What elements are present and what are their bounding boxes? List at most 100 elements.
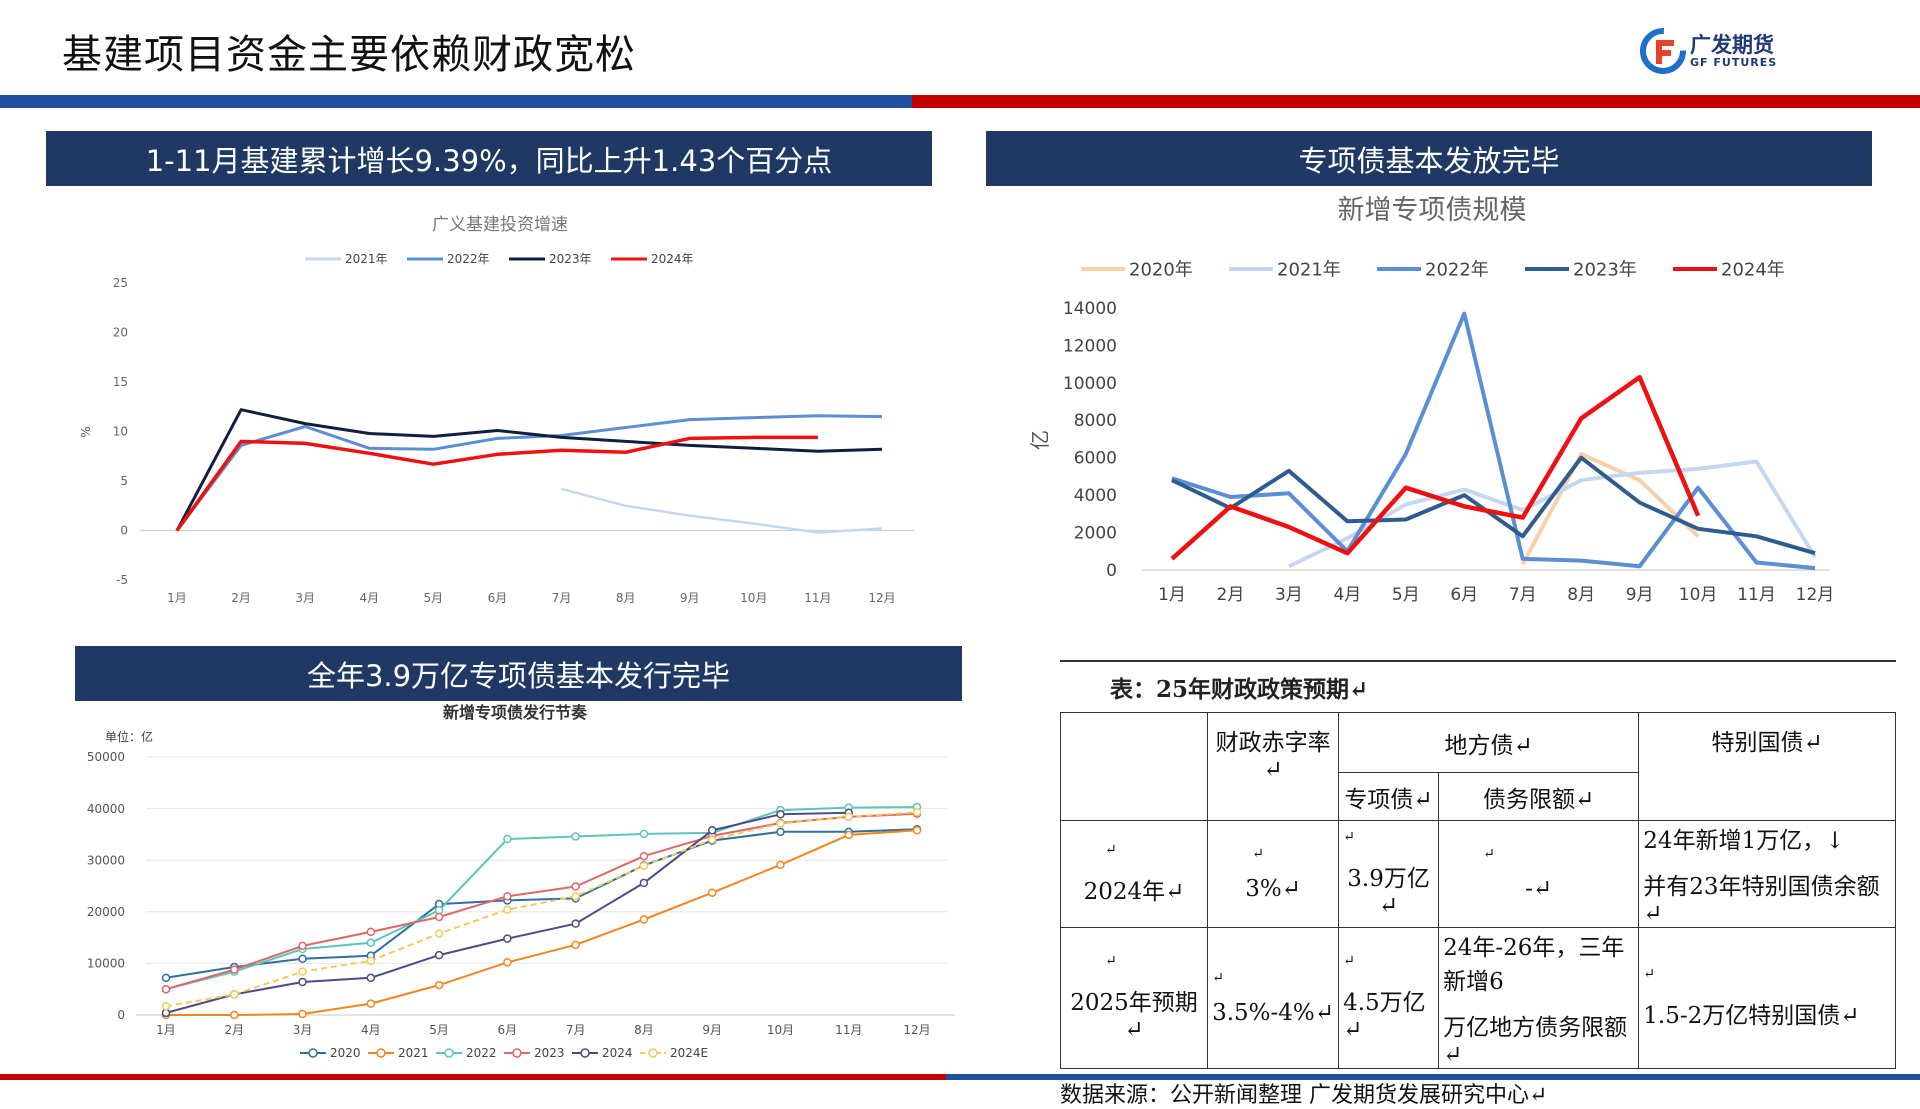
x-tick-label: 11月 bbox=[835, 1023, 862, 1037]
cell-limit-2025-line1: 24年-26年，三年新增6 bbox=[1443, 935, 1625, 995]
series-line bbox=[175, 414, 883, 532]
legend-label: 2024年 bbox=[1721, 259, 1785, 280]
table-row-2024: ↵ 2024年↵ ↵ 3%↵ ↵ 3.9万亿↵ ↵ -↵ 24年新增1万亿，↓ 并有23年… bbox=[1059, 820, 1896, 928]
cell-year-2024: 2024年↵ bbox=[1083, 879, 1185, 905]
x-tick-label: 6月 bbox=[498, 1023, 518, 1037]
data-point bbox=[503, 958, 512, 967]
data-point bbox=[571, 832, 580, 841]
table-row-2025: ↵ 2025年预期↵ ↵ 3.5%-4%↵ ↵ 4.5万亿↵ 24年-26年，三年新增… bbox=[1059, 927, 1896, 1069]
x-tick-label: 9月 bbox=[1626, 585, 1654, 605]
data-point bbox=[298, 941, 307, 951]
data-point bbox=[571, 892, 580, 901]
cell-limit-2024: -↵ bbox=[1525, 876, 1553, 902]
x-tick-label: 2月 bbox=[224, 1023, 244, 1037]
series-line bbox=[561, 487, 883, 534]
data-point bbox=[434, 929, 444, 938]
chart-title: 新增专项债规模 bbox=[1338, 195, 1527, 226]
series-line bbox=[1170, 374, 1701, 561]
legend-label: 2021年 bbox=[1277, 259, 1341, 280]
data-point bbox=[639, 878, 649, 888]
section-header-infra: 1-11月基建累计增长9.39%，同比上升1.43个百分点 bbox=[46, 131, 932, 186]
series-line bbox=[165, 812, 918, 991]
y-tick-label: 15 bbox=[113, 375, 128, 389]
y-tick-label: 0 bbox=[117, 1008, 125, 1022]
legend-marker bbox=[308, 1048, 318, 1058]
data-point bbox=[161, 973, 171, 983]
x-tick-label: 11月 bbox=[804, 591, 831, 605]
logo-cn: 广发期货 bbox=[1690, 32, 1774, 57]
x-tick-label: 1月 bbox=[1158, 585, 1186, 605]
series-line bbox=[165, 811, 918, 1008]
data-point bbox=[776, 860, 785, 870]
legend-label: 2020年 bbox=[1129, 259, 1193, 280]
legend-label: 2023年 bbox=[1573, 259, 1637, 280]
y-tick-label: 12000 bbox=[1063, 336, 1117, 356]
data-point bbox=[366, 973, 376, 983]
unit-label: 单位：亿 bbox=[105, 729, 153, 744]
x-tick-label: 8月 bbox=[616, 591, 636, 605]
footer-band-blue bbox=[946, 1074, 1920, 1080]
data-point bbox=[434, 912, 444, 922]
header-band-blue bbox=[0, 95, 912, 108]
data-point bbox=[366, 927, 376, 937]
legend-marker bbox=[512, 1048, 522, 1058]
x-tick-label: 1月 bbox=[167, 591, 187, 605]
section-header-cumulative: 全年3.9万亿专项债基本发行完毕 bbox=[75, 646, 962, 701]
legend-label: 2024 bbox=[602, 1046, 633, 1060]
y-tick-label: 14000 bbox=[1063, 299, 1117, 319]
y-tick-label: 0 bbox=[120, 524, 128, 538]
chart-title: 广义基建投资增速 bbox=[432, 215, 568, 235]
x-tick-label: 5月 bbox=[429, 1023, 449, 1037]
y-tick-label: 20 bbox=[113, 326, 128, 340]
section-header-special-bond: 专项债基本发放完毕 bbox=[986, 131, 1872, 186]
x-tick-label: 4月 bbox=[1333, 585, 1361, 605]
cell-year-2025: 2025年预期↵ bbox=[1070, 990, 1198, 1043]
legend-label: 2022年 bbox=[447, 252, 490, 266]
data-point bbox=[434, 950, 444, 960]
para-mark: ↵ bbox=[1343, 829, 1355, 845]
legend-label: 2022年 bbox=[1425, 259, 1489, 280]
series-line bbox=[165, 806, 918, 991]
y-tick-label: 4000 bbox=[1074, 486, 1117, 506]
logo-en: GF FUTURES bbox=[1690, 55, 1778, 69]
gf-logo-icon bbox=[1640, 28, 1686, 74]
data-point bbox=[503, 892, 512, 901]
para-mark: ↵ bbox=[1343, 953, 1355, 969]
x-tick-label: 5月 bbox=[1392, 585, 1420, 605]
data-point bbox=[366, 956, 376, 966]
x-tick-label: 8月 bbox=[634, 1023, 654, 1037]
data-point bbox=[912, 807, 922, 817]
x-tick-label: 5月 bbox=[424, 591, 444, 605]
data-point bbox=[639, 851, 649, 861]
x-tick-label: 6月 bbox=[488, 591, 508, 605]
x-tick-label: 3月 bbox=[293, 1023, 313, 1037]
x-tick-label: 7月 bbox=[1509, 585, 1537, 605]
series-line bbox=[1171, 311, 1816, 571]
y-tick-label: 20000 bbox=[87, 905, 125, 919]
para-mark: ↵ bbox=[1252, 846, 1264, 862]
y-tick-label: 5 bbox=[120, 474, 128, 488]
chart-title: 新增专项债发行节奏 bbox=[443, 703, 588, 722]
y-tick-label: 2000 bbox=[1074, 524, 1117, 544]
series-line bbox=[165, 828, 918, 979]
data-point bbox=[639, 915, 649, 924]
header-local-debt: 地方债↵ bbox=[1338, 712, 1640, 773]
page-title: 基建项目资金主要依赖财政宽松 bbox=[62, 32, 636, 78]
y-axis-label: 亿 bbox=[1028, 430, 1052, 450]
cell-deficit-2024: 3%↵ bbox=[1245, 876, 1301, 902]
y-tick-label: 25 bbox=[113, 276, 128, 290]
legend-label: 2021 bbox=[398, 1046, 429, 1060]
data-point bbox=[434, 906, 444, 915]
legend-marker bbox=[580, 1048, 590, 1058]
y-tick-label: -5 bbox=[116, 573, 128, 587]
legend-label: 2023年 bbox=[549, 252, 592, 266]
data-point bbox=[298, 967, 307, 976]
data-point bbox=[298, 954, 307, 964]
para-mark: ↵ bbox=[1643, 966, 1656, 982]
data-point bbox=[571, 919, 580, 928]
legend-label: 2022 bbox=[466, 1046, 497, 1060]
data-point bbox=[707, 826, 717, 835]
header-debt-limit: 债务限额↵ bbox=[1438, 772, 1640, 821]
data-point bbox=[844, 812, 853, 822]
data-point bbox=[503, 934, 512, 943]
